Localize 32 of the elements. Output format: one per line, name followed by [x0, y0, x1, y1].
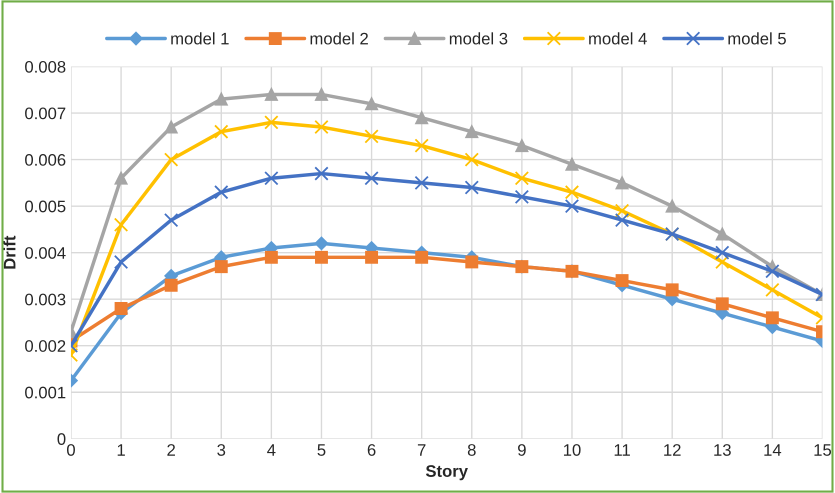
y-axis-title: Drift	[3, 236, 16, 269]
x-tick-label: 6	[368, 444, 376, 456]
x-tick-label: 15	[814, 444, 832, 456]
x-tick-label: 13	[714, 444, 731, 456]
y-tick-label: 0.005	[25, 200, 66, 212]
legend-label: model 3	[450, 32, 508, 45]
x-tick-label: 5	[318, 444, 326, 456]
x-tick-label: 3	[217, 444, 226, 456]
legend-label: model 5	[728, 32, 786, 45]
x-axis-title: Story	[426, 465, 468, 480]
x-tick-label: 4	[267, 444, 276, 456]
x-tick-label: 12	[664, 444, 681, 456]
legend-label: model 2	[310, 32, 368, 45]
y-tick-label: 0.008	[25, 60, 66, 73]
x-tick-label: 8	[468, 444, 476, 456]
y-tick-label: 0.007	[25, 107, 66, 120]
x-tick-label: 14	[764, 444, 782, 456]
x-tick-label: 7	[418, 444, 426, 456]
y-tick-label: 0	[57, 433, 66, 445]
x-tick-label: 9	[518, 444, 526, 456]
y-tick-label: 0.006	[25, 154, 66, 166]
y-tick-label: 0.003	[25, 294, 66, 306]
x-tick-label: 0	[66, 444, 75, 456]
y-tick-label: 0.001	[25, 386, 66, 398]
x-tick-label: 2	[167, 444, 175, 456]
y-tick-label: 0.004	[25, 247, 66, 259]
x-tick-label: 11	[614, 444, 630, 456]
x-tick-label: 10	[564, 444, 581, 456]
y-tick-label: 0.002	[25, 340, 66, 352]
legend-label: model 4	[589, 32, 647, 45]
legend-label: model 1	[171, 32, 229, 45]
x-tick-label: 1	[118, 444, 125, 456]
